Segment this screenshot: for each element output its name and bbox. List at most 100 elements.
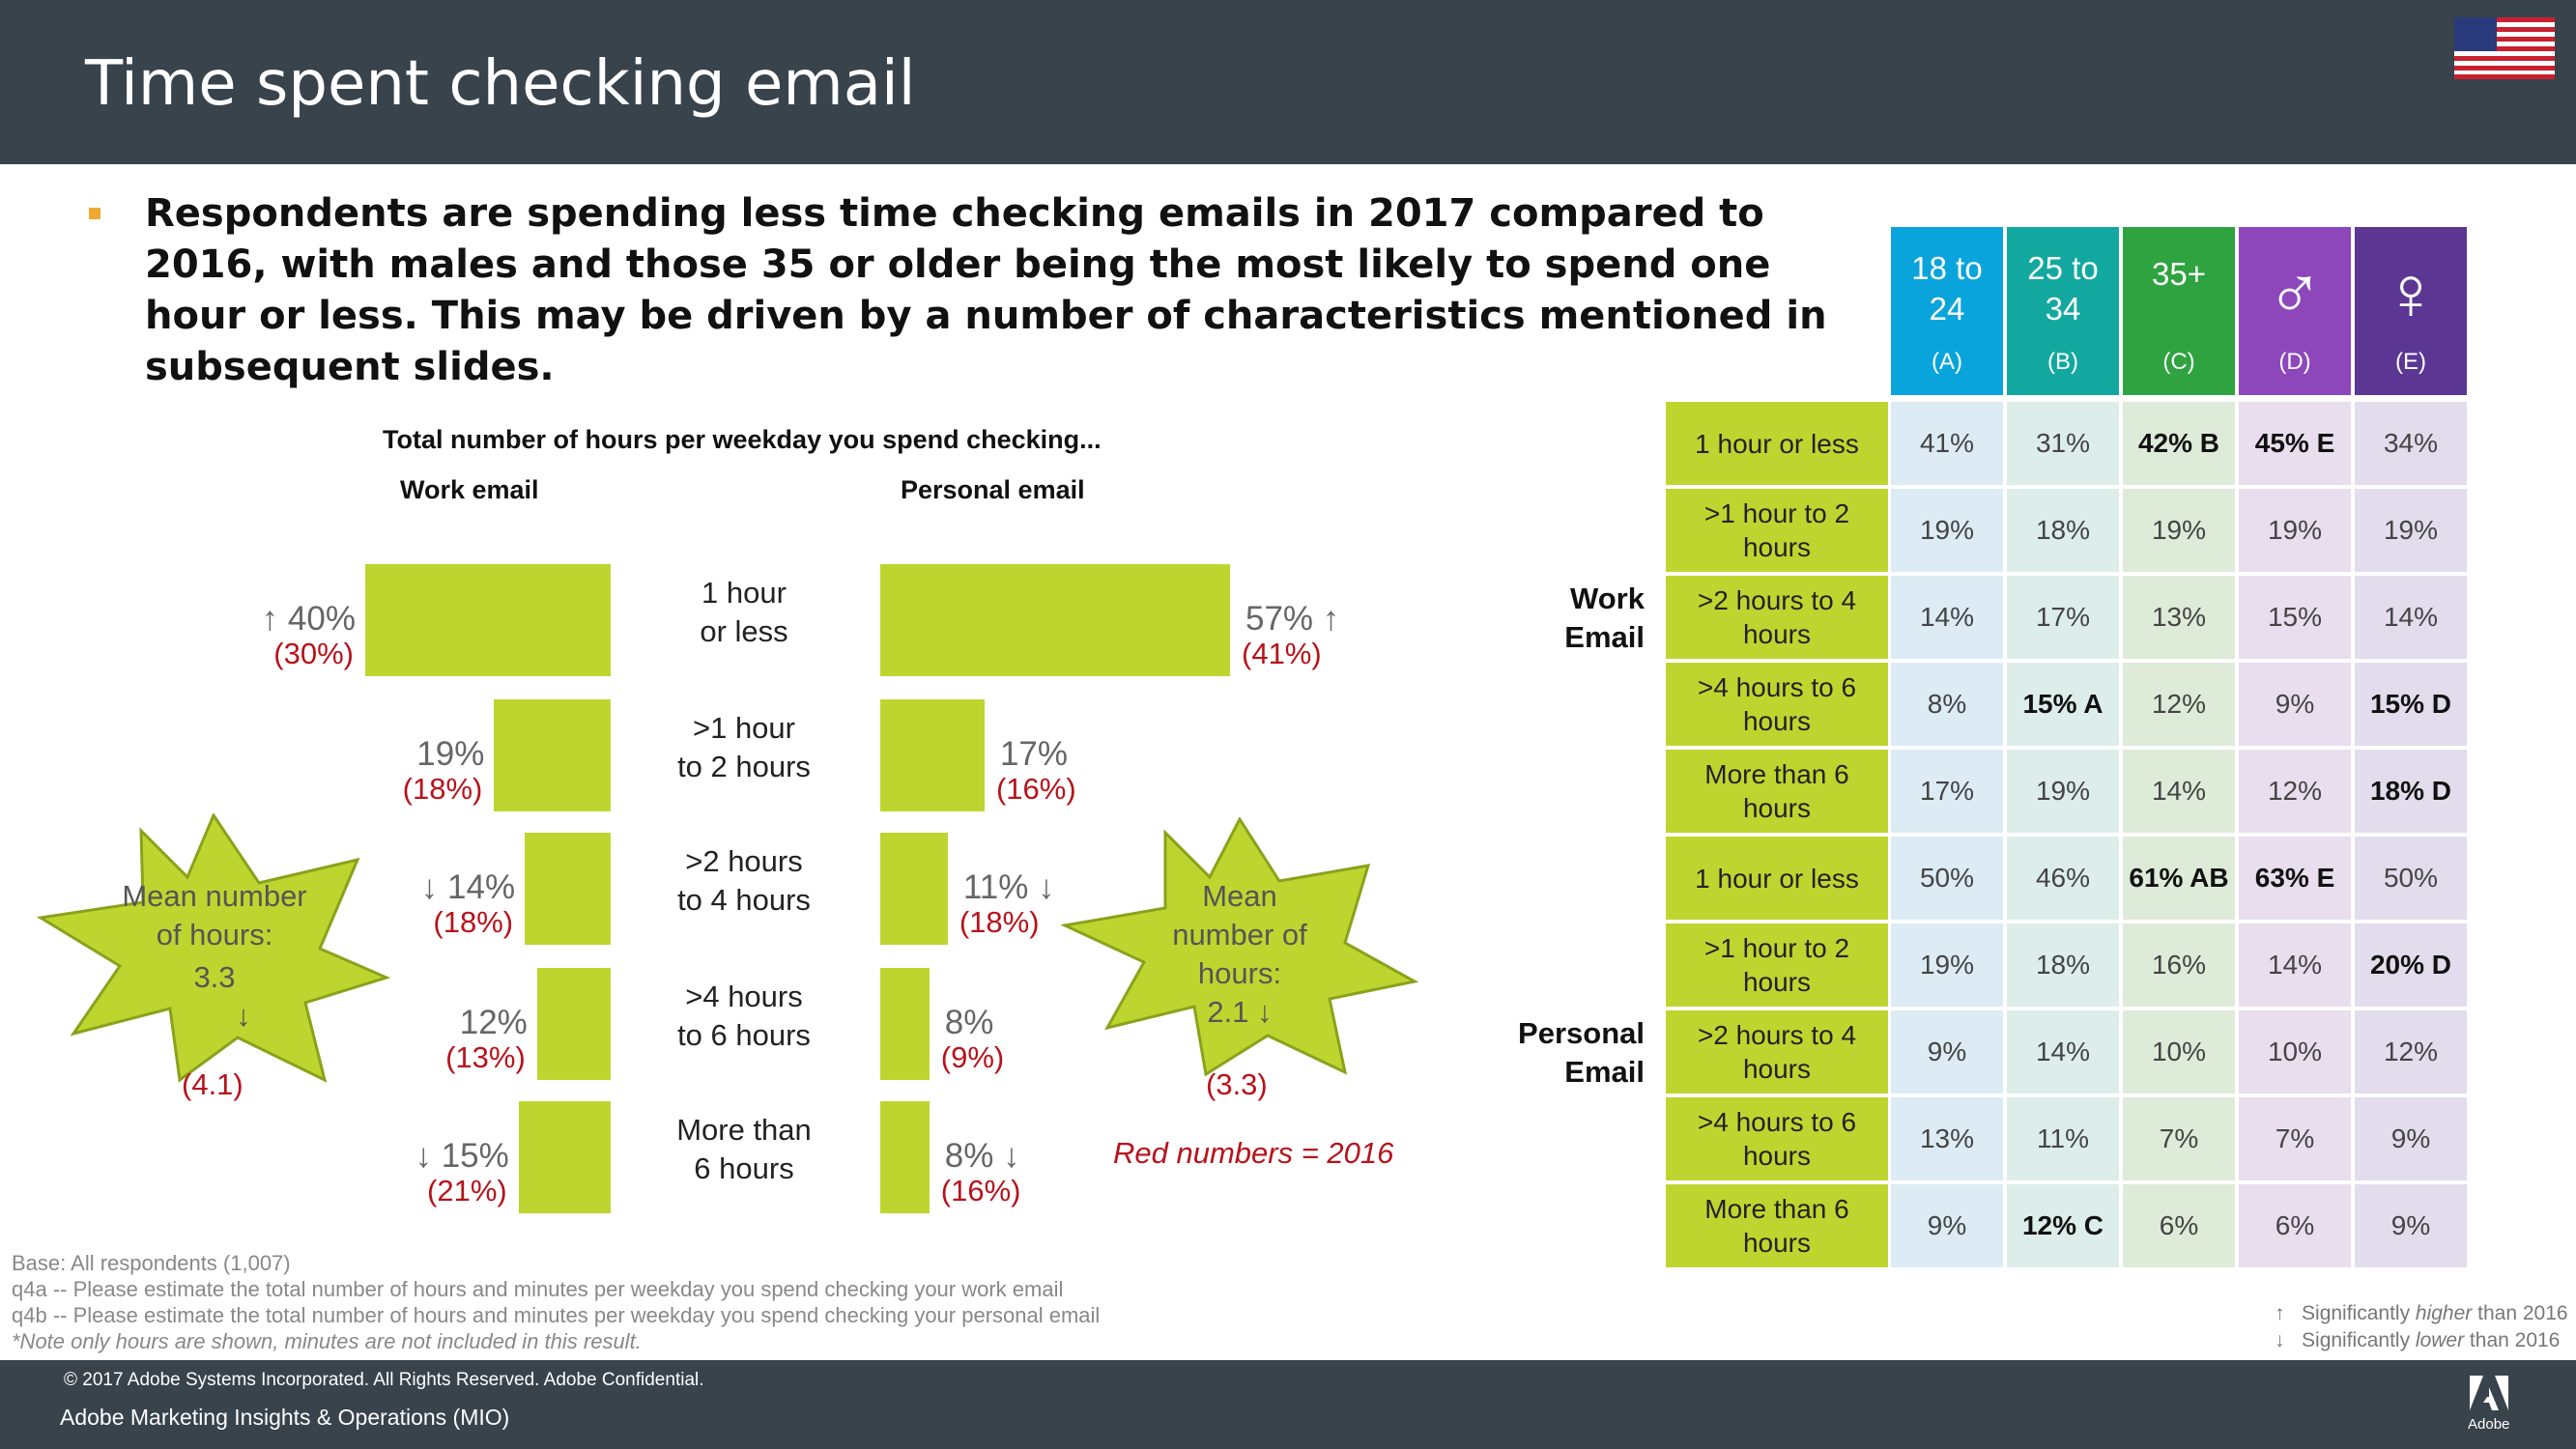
row-label: >2 hours to 4 hours — [1666, 1010, 1888, 1094]
category-1: 1 hour or less — [647, 574, 841, 651]
category-line: or less — [700, 614, 788, 648]
mean-star-work — [36, 813, 391, 1083]
work-bar-4: 12 — [536, 968, 611, 1080]
column-header-label: 35+ — [2123, 254, 2235, 295]
column-header-line: 18 to — [1911, 250, 1983, 286]
personal-value-2: 17% — [999, 735, 1069, 773]
personal-bar-4: 8 — [880, 968, 930, 1080]
adobe-logo-icon — [2470, 1376, 2508, 1410]
column-header-label: ♀ — [2355, 254, 2467, 331]
footer-brand: Adobe — [2468, 1416, 2510, 1433]
mean-star-personal — [1061, 817, 1418, 1077]
note-line: *Note only hours are shown, minutes are … — [12, 1329, 642, 1353]
row-label-line: >1 hour to 2 — [1703, 933, 1850, 963]
row-label: >4 hours to 6 hours — [1666, 663, 1888, 746]
row-label: 1 hour or less — [1666, 402, 1888, 485]
mean-work-arrow: ↓ — [236, 999, 251, 1033]
category-line: >2 hours — [685, 844, 803, 878]
table-cell: 34% — [2355, 402, 2467, 485]
table-cell: 7% — [2123, 1097, 2235, 1180]
row-label-text: >2 hours to 4 hours — [1698, 1018, 1856, 1086]
table-cell: 19% — [1891, 489, 2003, 572]
mean-personal-2016: (3.3) — [1206, 1067, 1268, 1101]
table-cell: 9% — [2355, 1097, 2467, 1180]
personal-bar-1: 57 — [880, 564, 1230, 676]
personal-label-4: 8% — [945, 1005, 994, 1041]
legend-higher: ↑ Significantly higher than 2016 — [2275, 1302, 2568, 1325]
personal-value-1: 57% — [1245, 600, 1314, 638]
column-header-label: 25 to 34 — [2007, 248, 2119, 329]
header-bar — [0, 0, 2576, 164]
q4a-line: q4a -- Please estimate the total number … — [12, 1277, 1064, 1301]
column-header-line: 24 — [1929, 291, 1965, 327]
table-cell: 19% — [2007, 750, 2119, 833]
column-header-3: 35+ (C) — [2123, 227, 2235, 395]
row-label-line: 1 hour or less — [1695, 428, 1859, 459]
category-line: >4 hours — [685, 980, 803, 1013]
legend-higher-em: higher — [2415, 1302, 2473, 1324]
table-cell: 18% — [2007, 489, 2119, 572]
table-cell: 18% D — [2355, 750, 2467, 833]
table-cell: 19% — [2355, 489, 2467, 572]
personal-label-2: 17% — [1000, 736, 1068, 773]
personal-value-4: 8% — [944, 1004, 994, 1041]
table-cell: 9% — [1891, 1184, 2003, 1267]
personal-label-1: 57% ↑ — [1245, 601, 1339, 638]
table-cell: 6% — [2239, 1184, 2351, 1267]
row-label-text: >2 hours to 4 hours — [1698, 583, 1856, 651]
row-label-line: hours — [1742, 532, 1812, 562]
group-label-1: Work Email — [1564, 580, 1645, 657]
table-cell: 12% — [2355, 1010, 2467, 1094]
row-label: More than 6 hours — [1666, 1184, 1888, 1267]
category-line: to 4 hours — [677, 883, 811, 917]
column-header-letter: (E) — [2395, 349, 2426, 375]
table-cell: 12% C — [2007, 1184, 2119, 1267]
personal-email-subtitle: Personal email — [901, 475, 1085, 504]
category-5: More than 6 hours — [647, 1111, 841, 1188]
work-value-3: 14% — [447, 868, 516, 906]
table-cell: 9% — [2239, 663, 2351, 746]
table-cell: 6% — [2123, 1184, 2235, 1267]
personal-2016-3: (18%) — [959, 905, 1040, 939]
column-header-letter: (A) — [1932, 349, 1962, 375]
row-label: More than 6 hours — [1666, 750, 1888, 833]
row-label-text: 1 hour or less — [1695, 427, 1859, 461]
group-label-2: Personal Email — [1518, 1014, 1645, 1092]
row-label-line: hours — [1742, 706, 1812, 736]
summary-text: Respondents are spending less time check… — [145, 191, 1827, 389]
row-label: >1 hour to 2 hours — [1666, 489, 1888, 572]
footer-org: Adobe Marketing Insights & Operations (M… — [60, 1405, 510, 1430]
personal-2016-4: (9%) — [940, 1040, 1005, 1074]
work-email-subtitle: Work email — [400, 475, 539, 504]
row-label-line: hours — [1742, 967, 1812, 997]
work-value-1: 40% — [287, 600, 356, 638]
us-flag-icon — [2454, 17, 2555, 79]
down-arrow-icon: ↓ — [420, 868, 439, 906]
column-header-letter: (D) — [2278, 349, 2311, 375]
table-cell: 19% — [1891, 923, 2003, 1007]
row-label-line: >2 hours to 4 — [1697, 1020, 1857, 1050]
red-numbers-note: Red numbers = 2016 — [1113, 1136, 1394, 1170]
column-header-1: 18 to 24 (A) — [1891, 227, 2003, 395]
table-cell: 14% — [2355, 576, 2467, 659]
table-cell: 14% — [1891, 576, 2003, 659]
row-label-text: More than 6 hours — [1704, 757, 1848, 825]
table-cell: 13% — [1891, 1097, 2003, 1180]
work-label-4: 12% — [460, 1005, 528, 1041]
column-header-line: 35+ — [2152, 256, 2206, 292]
row-label-line: >4 hours to 6 — [1697, 1107, 1857, 1137]
mean-work-line2: of hours: — [156, 918, 273, 952]
row-label: >1 hour to 2 hours — [1666, 923, 1888, 1007]
table-cell: 17% — [2007, 576, 2119, 659]
table-cell: 18% — [2007, 923, 2119, 1007]
category-2: >1 hour to 2 hours — [647, 709, 841, 786]
row-label-text: >4 hours to 6 hours — [1698, 1105, 1856, 1173]
row-label-line: hours — [1742, 1141, 1812, 1171]
work-value-4: 12% — [459, 1004, 528, 1041]
column-header-line: 34 — [2045, 291, 2081, 327]
work-bar-1: 40 — [364, 564, 611, 676]
group-label-line: Work — [1570, 582, 1645, 615]
table-cell: 9% — [2355, 1184, 2467, 1267]
work-bar-5: 15 — [518, 1101, 611, 1213]
chart-title: Total number of hours per weekday you sp… — [383, 425, 1102, 454]
